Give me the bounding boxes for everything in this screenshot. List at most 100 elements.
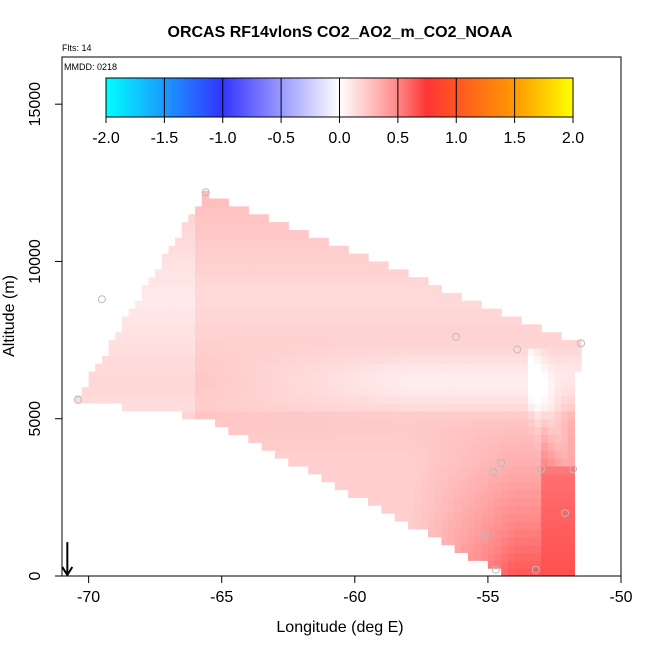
heatmap-cell <box>228 324 236 333</box>
heatmap-cell <box>534 418 542 428</box>
heatmap-cell <box>567 387 576 396</box>
heatmap-cell <box>467 552 476 561</box>
heatmap-cell <box>341 245 349 255</box>
heatmap-cell <box>434 513 442 522</box>
heatmap-cell <box>321 347 329 357</box>
heatmap-cell <box>181 395 190 404</box>
heatmap-cell <box>155 395 163 404</box>
heatmap-cell <box>368 403 376 412</box>
heatmap-cell <box>215 410 223 420</box>
heatmap-cell <box>421 379 429 388</box>
heatmap-cell <box>507 528 516 538</box>
heatmap-cell <box>368 489 376 498</box>
heatmap-cell <box>547 387 556 396</box>
heatmap-cell <box>181 340 190 349</box>
heatmap-cell <box>487 489 496 498</box>
heatmap-cell <box>341 387 349 396</box>
heatmap-cell <box>401 442 409 451</box>
heatmap-cell <box>414 434 422 443</box>
heatmap-cell <box>354 355 363 365</box>
heatmap-cell <box>221 418 229 428</box>
heatmap-cell <box>507 473 516 483</box>
heatmap-cell <box>541 371 549 381</box>
heatmap-cell <box>281 237 289 247</box>
heatmap-cell <box>175 253 183 263</box>
heatmap-cell <box>175 340 183 349</box>
heatmap-cell <box>175 395 183 404</box>
heatmap-cell <box>561 442 569 451</box>
heatmap-cell <box>368 426 376 436</box>
heatmap-cell <box>541 379 549 388</box>
heatmap-cell <box>308 347 316 357</box>
heatmap-cell <box>281 410 289 420</box>
heatmap-cell <box>215 332 223 341</box>
heatmap-cell <box>215 222 223 231</box>
heatmap-cell <box>195 387 203 396</box>
heatmap-cell <box>328 450 336 459</box>
heatmap-cell <box>421 355 429 365</box>
heatmap-cell <box>361 316 369 325</box>
heatmap-cell <box>494 410 502 420</box>
heatmap-cell <box>447 300 456 310</box>
heatmap-cell <box>108 371 116 381</box>
heatmap-cell <box>328 418 336 428</box>
heatmap-cell <box>208 340 216 349</box>
heatmap-cell <box>368 418 376 428</box>
heatmap-cell <box>494 340 502 349</box>
heatmap-cell <box>501 505 509 514</box>
heatmap-cell <box>195 206 203 215</box>
heatmap-cell <box>308 450 316 459</box>
heatmap-cell <box>374 363 383 373</box>
heatmap-cell <box>215 269 223 278</box>
heatmap-cell <box>308 355 316 365</box>
heatmap-cell <box>341 465 349 475</box>
heatmap-cell <box>361 410 369 420</box>
heatmap-cell <box>501 442 509 451</box>
heatmap-cell <box>208 277 216 286</box>
heatmap-cell <box>208 347 216 357</box>
heatmap-cell <box>161 292 170 302</box>
heatmap-cell <box>341 410 349 420</box>
heatmap-cell <box>554 410 562 420</box>
heatmap-cell <box>181 261 190 270</box>
heatmap-cell <box>254 332 263 341</box>
heatmap-cell <box>381 410 389 420</box>
heatmap-cell <box>461 426 469 436</box>
heatmap-cell <box>561 458 569 467</box>
heatmap-cell <box>268 261 276 270</box>
heatmap-cell <box>181 292 190 302</box>
heatmap-cell <box>527 355 536 365</box>
heatmap-cell <box>487 355 496 365</box>
heatmap-cell <box>414 277 422 286</box>
heatmap-cell <box>374 481 383 491</box>
heatmap-cell <box>461 450 469 459</box>
heatmap-cell <box>348 253 356 263</box>
heatmap-cell <box>314 387 323 396</box>
heatmap-cell <box>201 387 209 396</box>
heatmap-cell <box>354 324 363 333</box>
heatmap-cell <box>135 324 143 333</box>
heatmap-cell <box>268 442 276 451</box>
heatmap-cell <box>248 340 256 349</box>
heatmap-cell <box>314 237 323 247</box>
heatmap-cell <box>434 528 442 538</box>
heatmap-cell <box>494 560 502 569</box>
heatmap-cell <box>368 277 376 286</box>
heatmap-cell <box>254 387 263 396</box>
heatmap-cell <box>128 308 136 318</box>
heatmap-cell <box>361 285 369 294</box>
heatmap-cell <box>148 387 156 396</box>
heatmap-cell <box>567 568 576 576</box>
heatmap-cell <box>135 332 143 341</box>
heatmap-cell <box>221 308 229 318</box>
heatmap-cell <box>235 261 243 270</box>
heatmap-cell <box>487 363 496 373</box>
heatmap-cell <box>381 355 389 365</box>
heatmap-cell <box>128 355 136 365</box>
heatmap-cell <box>354 450 363 459</box>
heatmap-cell <box>454 324 462 333</box>
heatmap-cell <box>221 410 229 420</box>
heatmap-cell <box>341 458 349 467</box>
heatmap-cell <box>361 324 369 333</box>
heatmap-cell <box>175 269 183 278</box>
